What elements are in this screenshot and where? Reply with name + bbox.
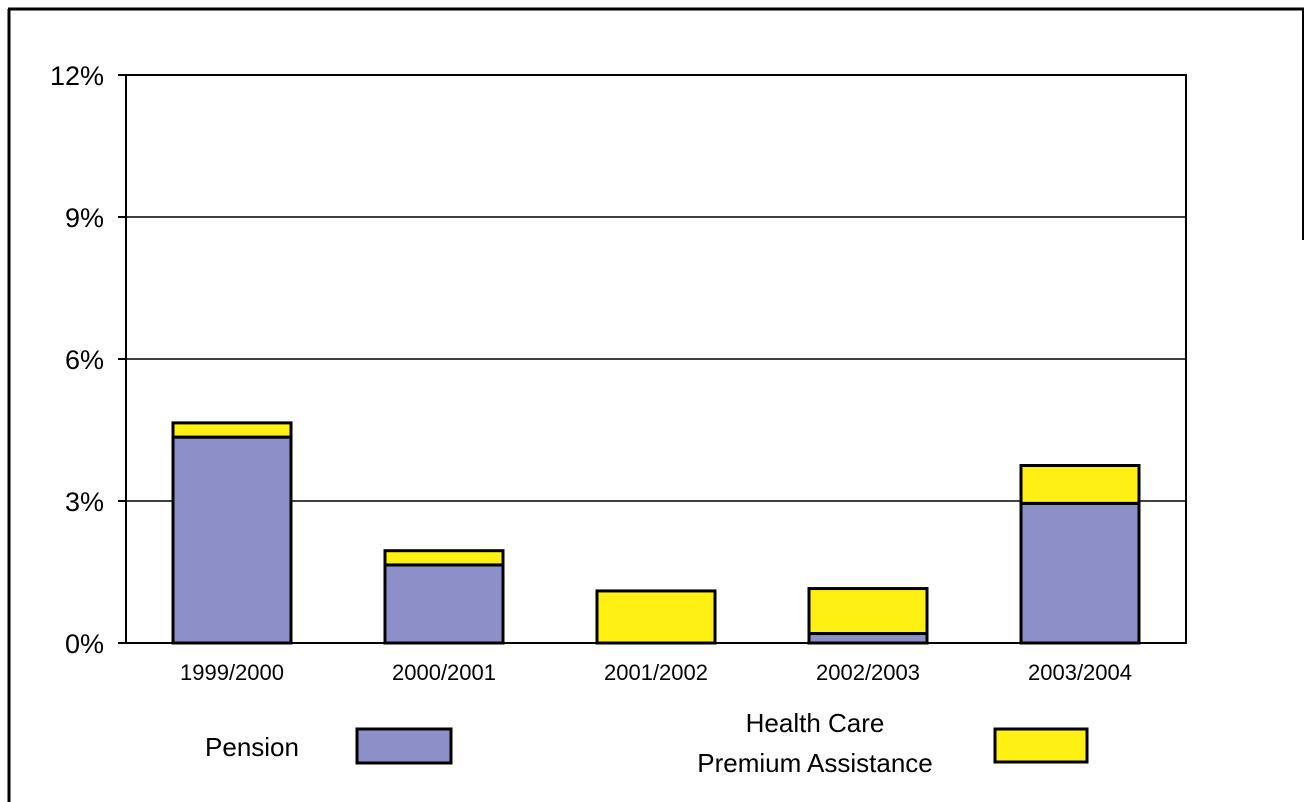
bar-2003-2004-series-0 — [1019, 501, 1141, 645]
bar-2003-2004-series-1 — [1019, 464, 1141, 505]
y-tick-label-4: 12% — [50, 61, 104, 91]
x-axis-tick-labels: 1999/2000 2000/2001 2001/2002 2002/2003 2003… — [180, 660, 1132, 685]
legend: Pension Health Care Premium Assistance — [205, 708, 1089, 778]
y-tick-label-3: 9% — [65, 203, 104, 233]
x-tick-label-2: 2001/2002 — [604, 660, 708, 685]
gridlines — [126, 216, 1186, 502]
y-tick-label-0: 0% — [65, 629, 104, 659]
legend-label-health-care-line-0: Health Care — [746, 708, 885, 738]
legend-label-health-care-line-1: Premium Assistance — [697, 748, 933, 778]
bars — [171, 421, 1141, 645]
x-tick-label-1: 2000/2001 — [392, 660, 496, 685]
bar-1999-2000-series-0 — [171, 435, 293, 645]
y-tick-label-1: 3% — [65, 487, 104, 517]
x-tick-label-4: 2003/2004 — [1028, 660, 1132, 685]
y-tick-label-2: 6% — [65, 345, 104, 375]
legend-swatch-health-care — [993, 727, 1089, 764]
bar-2002-2003-series-1 — [807, 587, 929, 636]
legend-swatch-pension — [355, 727, 453, 765]
y-axis-tick-labels: 0% 3% 6% 9% 12% — [50, 61, 104, 659]
bar-2000-2001-series-0 — [383, 563, 505, 645]
bar-2000-2001-series-1 — [383, 549, 505, 567]
x-tick-label-0: 1999/2000 — [180, 660, 284, 685]
x-tick-label-3: 2002/2003 — [816, 660, 920, 685]
bar-2001-2002-series-1 — [595, 589, 717, 645]
plot-area-border — [118, 74, 1187, 644]
bar-1999-2000-series-1 — [171, 421, 293, 439]
legend-label-pension: Pension — [205, 732, 299, 762]
